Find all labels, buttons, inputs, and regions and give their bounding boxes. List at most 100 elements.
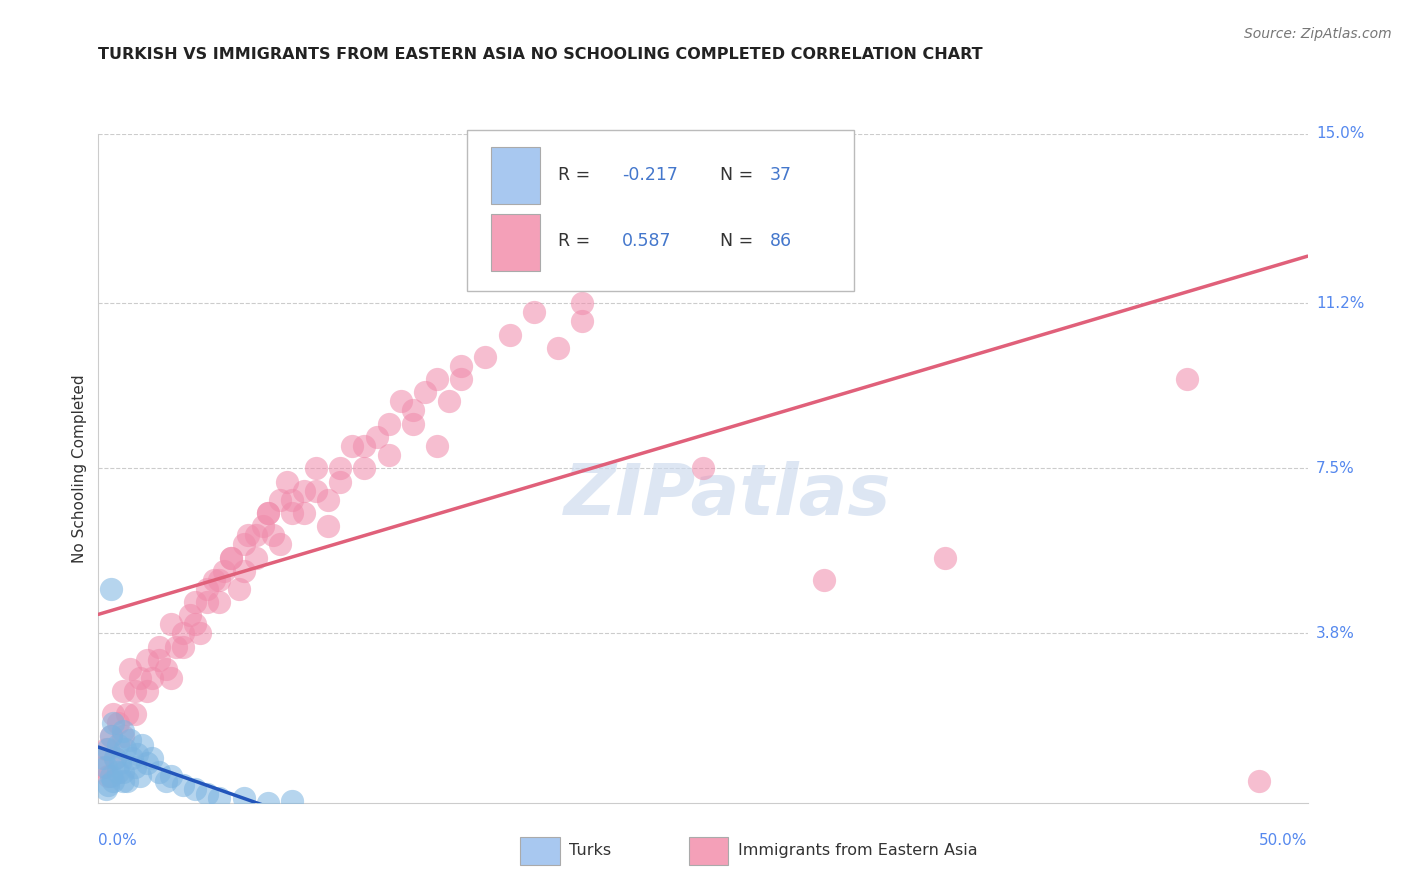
- Point: [94, 782, 117, 797]
- Point: [523, 305, 546, 319]
- Text: Source: ZipAtlas.com: Source: ZipAtlas.com: [1244, 27, 1392, 41]
- Point: [276, 475, 298, 489]
- Point: [172, 626, 194, 640]
- Point: [148, 640, 170, 654]
- Text: 3.8%: 3.8%: [1316, 626, 1355, 640]
- Point: [437, 394, 460, 409]
- Point: [155, 773, 177, 788]
- Text: TURKISH VS IMMIGRANTS FROM EASTERN ASIA NO SCHOOLING COMPLETED CORRELATION CHART: TURKISH VS IMMIGRANTS FROM EASTERN ASIA …: [98, 47, 983, 62]
- Point: [256, 796, 278, 810]
- Point: [104, 751, 127, 765]
- Point: [124, 706, 146, 721]
- Point: [160, 671, 183, 685]
- Point: [269, 492, 291, 507]
- Point: [195, 787, 218, 801]
- Point: [160, 769, 183, 783]
- Point: [141, 751, 163, 765]
- Point: [571, 314, 593, 328]
- Text: 37: 37: [769, 166, 792, 185]
- Point: [498, 327, 520, 342]
- Point: [172, 778, 194, 792]
- Point: [292, 506, 315, 520]
- Point: [450, 359, 472, 373]
- Point: [252, 519, 274, 533]
- Point: [232, 537, 254, 551]
- Point: [329, 475, 352, 489]
- Point: [228, 582, 250, 596]
- Point: [118, 733, 141, 747]
- Point: [353, 439, 375, 453]
- Point: [118, 662, 141, 676]
- Text: -0.217: -0.217: [621, 166, 678, 185]
- Point: [208, 573, 231, 587]
- Point: [245, 550, 267, 565]
- Point: [269, 537, 291, 551]
- Text: N =: N =: [709, 232, 759, 250]
- Y-axis label: No Schooling Completed: No Schooling Completed: [72, 374, 87, 563]
- Point: [316, 519, 339, 533]
- Point: [426, 439, 449, 453]
- Point: [131, 738, 153, 752]
- Point: [305, 461, 328, 475]
- Point: [474, 350, 496, 364]
- Point: [184, 595, 207, 609]
- Point: [135, 756, 157, 770]
- FancyBboxPatch shape: [492, 214, 540, 271]
- Point: [366, 430, 388, 444]
- Text: 15.0%: 15.0%: [1316, 127, 1364, 141]
- Text: 0.587: 0.587: [621, 232, 672, 250]
- Point: [256, 506, 278, 520]
- Point: [238, 528, 260, 542]
- Point: [165, 640, 187, 654]
- Point: [135, 684, 157, 698]
- Point: [94, 742, 117, 756]
- Text: 50.0%: 50.0%: [1260, 833, 1308, 848]
- Point: [262, 528, 284, 542]
- Point: [402, 403, 425, 417]
- Point: [117, 706, 139, 721]
- Point: [179, 608, 201, 623]
- Point: [389, 394, 412, 409]
- Point: [108, 756, 131, 770]
- Text: 11.2%: 11.2%: [1316, 296, 1364, 310]
- Text: Turks: Turks: [569, 844, 612, 858]
- Point: [101, 773, 124, 788]
- Point: [104, 751, 127, 765]
- Point: [342, 439, 364, 453]
- Point: [292, 483, 315, 498]
- Point: [221, 550, 243, 565]
- FancyBboxPatch shape: [467, 130, 855, 291]
- Point: [547, 341, 569, 355]
- Point: [377, 417, 399, 431]
- Point: [100, 729, 122, 743]
- Point: [100, 729, 122, 743]
- Point: [281, 506, 304, 520]
- Point: [305, 483, 328, 498]
- Point: [111, 729, 134, 743]
- Point: [111, 684, 134, 698]
- Text: N =: N =: [709, 166, 759, 185]
- Point: [101, 715, 124, 730]
- Text: R =: R =: [558, 166, 596, 185]
- Text: 7.5%: 7.5%: [1316, 461, 1354, 475]
- Point: [195, 582, 218, 596]
- FancyBboxPatch shape: [492, 147, 540, 204]
- Point: [91, 751, 114, 765]
- Point: [128, 769, 150, 783]
- Point: [111, 724, 134, 739]
- Text: 86: 86: [769, 232, 792, 250]
- Point: [221, 550, 243, 565]
- Point: [141, 671, 163, 685]
- Point: [256, 506, 278, 520]
- Point: [97, 769, 120, 783]
- Point: [124, 760, 146, 774]
- Point: [692, 461, 714, 475]
- Text: R =: R =: [558, 232, 596, 250]
- Point: [160, 617, 183, 632]
- Point: [212, 564, 235, 578]
- Point: [245, 528, 267, 542]
- Point: [934, 550, 956, 565]
- Point: [188, 626, 211, 640]
- Point: [111, 764, 134, 779]
- Point: [172, 640, 194, 654]
